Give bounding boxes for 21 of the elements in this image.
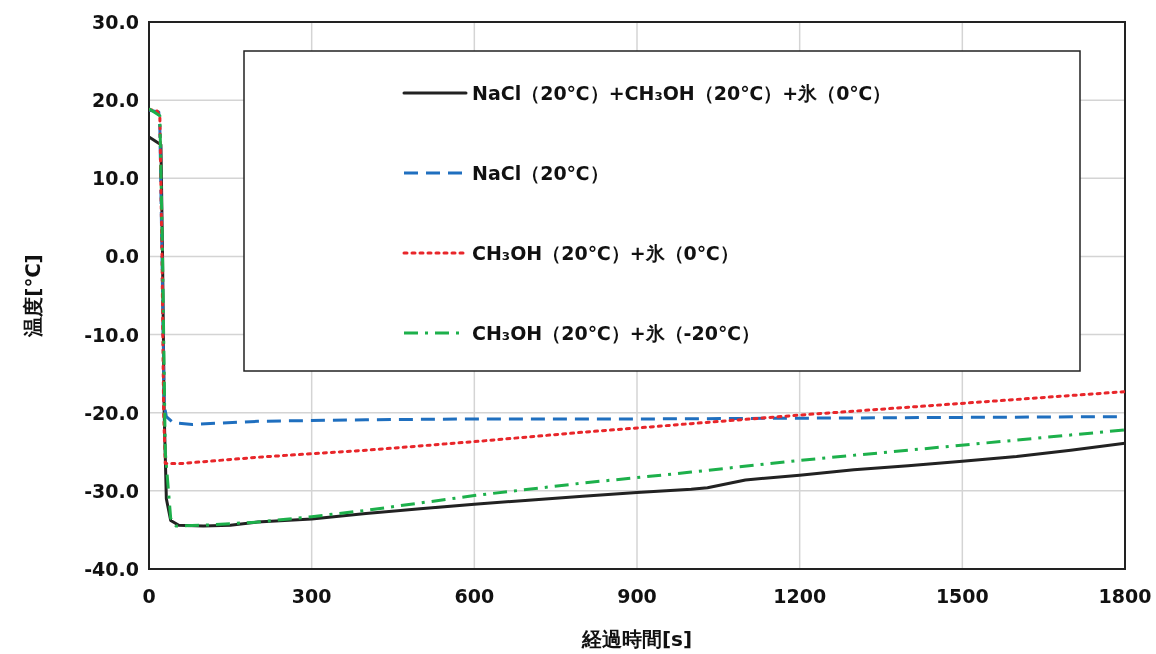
x-tick-label: 300 — [291, 585, 332, 607]
legend-label: CH₃OH（20℃）+氷（0℃） — [472, 242, 739, 264]
y-tick-label: 0.0 — [105, 245, 139, 268]
x-tick-label: 900 — [617, 585, 657, 607]
x-tick-label: 600 — [454, 585, 495, 607]
x-axis-title: 経過時間[s] — [580, 627, 693, 651]
x-tick-label: 1200 — [773, 585, 827, 607]
x-tick-label: 1500 — [935, 585, 989, 607]
y-tick-label: -40.0 — [84, 558, 139, 580]
y-axis-title: 温度[℃] — [21, 254, 45, 338]
y-tick-label: -30.0 — [84, 479, 139, 502]
y-tick-label: 10.0 — [92, 167, 139, 190]
legend-label: NaCl（20℃） — [472, 162, 609, 184]
y-tick-label: -10.0 — [84, 323, 139, 346]
legend-label: NaCl（20℃）+CH₃OH（20℃）+氷（0℃） — [472, 82, 892, 104]
y-tick-label: 30.0 — [92, 11, 139, 33]
x-tick-label: 0 — [142, 585, 156, 607]
legend-label: CH₃OH（20℃）+氷（-20℃） — [472, 322, 760, 344]
y-tick-label: 20.0 — [92, 89, 139, 112]
y-tick-label: -20.0 — [84, 401, 139, 424]
x-tick-label: 1800 — [1098, 585, 1152, 607]
